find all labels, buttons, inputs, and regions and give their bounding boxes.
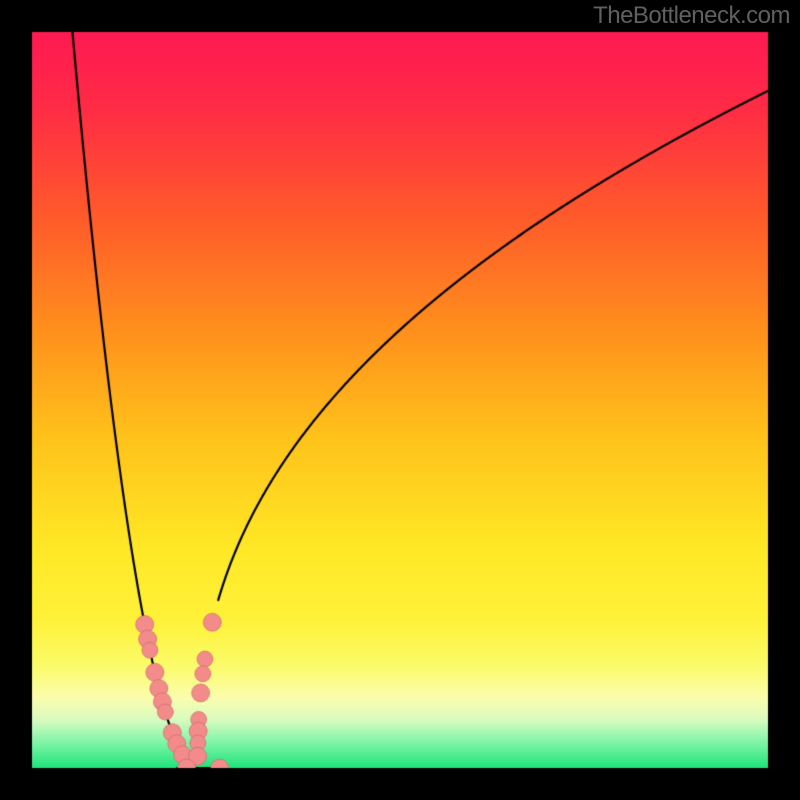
chart-root: TheBottleneck.com (0, 0, 800, 800)
bottleneck-chart-canvas (0, 0, 800, 800)
